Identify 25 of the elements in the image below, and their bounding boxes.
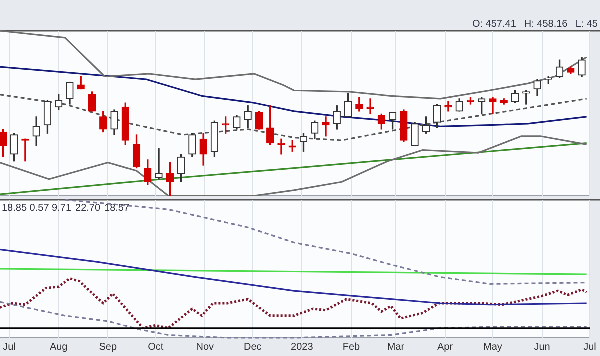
x-tick-label: Jun [534,342,550,353]
x-tick-label: Oct [148,342,164,353]
annotation: 18.57 [104,202,130,214]
annotation: 18.85 0.57 9.71 [2,202,72,214]
x-tick-label: Sep [99,342,118,353]
candlestick [322,116,330,137]
candlestick [366,98,374,115]
text: H: 458.16 [524,18,568,30]
x-tick-label: Nov [196,342,214,353]
x-tick-label: Dec [244,342,262,353]
text: O: 457.41 [472,18,517,30]
annotation: 22.70 [76,202,101,214]
x-tick-label: Feb [342,342,361,353]
x-tick-label: 2023 [291,342,314,353]
candlestick [278,138,286,155]
candlestick [444,101,452,112]
x-tick-label: Mar [387,342,406,353]
x-tick-label: May [484,342,502,353]
candlestick [489,97,497,115]
x-tick-label: Jul [584,342,596,353]
candlestick [155,148,163,180]
x-tick-label: Apr [438,342,454,353]
x-tick-label: Aug [50,342,68,353]
text: L: 45 [576,18,598,30]
x-tick-label: Jul [3,342,16,353]
